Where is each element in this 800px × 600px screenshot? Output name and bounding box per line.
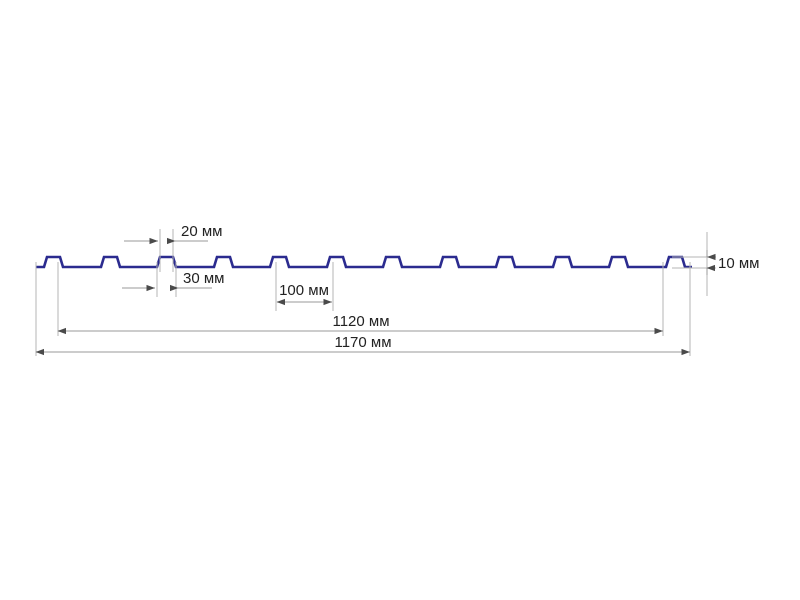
- dimension-label-10mm: 10 мм: [718, 255, 759, 272]
- dimension-working-width: 1120 мм: [57, 313, 663, 335]
- dimension-rib-pitch: 100 мм: [276, 282, 332, 306]
- dimension-label-30mm: 30 мм: [183, 270, 224, 287]
- dimension-rib-top-width: 20 мм: [124, 223, 222, 245]
- dimension-label-1120mm: 1120 мм: [332, 313, 389, 330]
- sheet-profile-path-group: [36, 255, 692, 269]
- sheet-profile-path: [36, 255, 692, 269]
- dimension-label-100mm: 100 мм: [279, 282, 329, 299]
- dimension-total-width: 1170 мм: [35, 334, 690, 356]
- dimension-rib-height: 10 мм: [706, 250, 759, 275]
- dimension-label-20mm: 20 мм: [181, 223, 222, 240]
- dimension-label-1170mm: 1170 мм: [334, 334, 391, 351]
- dimension-rib-base-width: 30 мм: [122, 270, 224, 292]
